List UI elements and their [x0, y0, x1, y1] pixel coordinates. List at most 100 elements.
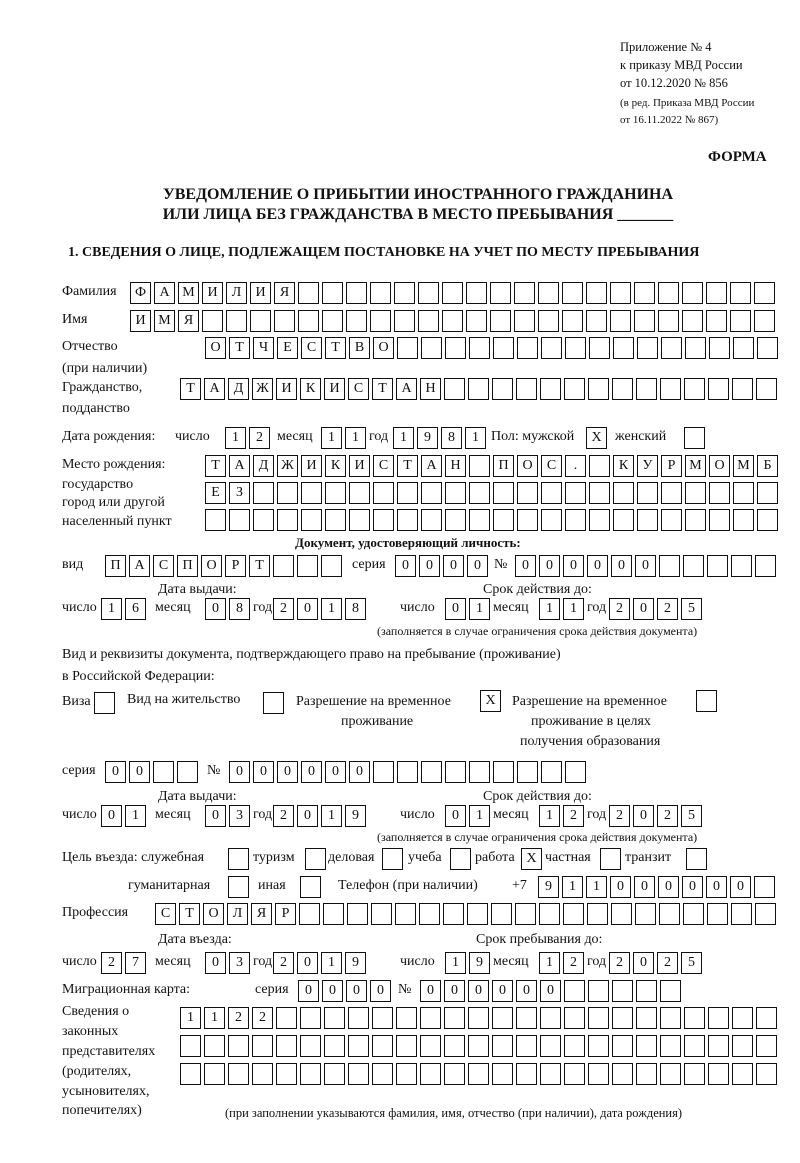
char-box[interactable]: Т	[397, 455, 418, 477]
char-box[interactable]	[684, 1007, 705, 1029]
char-box[interactable]: 0	[445, 805, 466, 827]
char-box[interactable]	[276, 1007, 297, 1029]
char-box[interactable]: 1	[465, 427, 486, 449]
char-box[interactable]: Т	[249, 555, 270, 577]
char-box[interactable]: 1	[345, 427, 366, 449]
char-box[interactable]	[731, 903, 752, 925]
char-box[interactable]: А	[204, 378, 225, 400]
char-box[interactable]: 5	[681, 598, 702, 620]
purpose-private-checkbox[interactable]	[600, 848, 624, 870]
char-box[interactable]	[636, 378, 657, 400]
char-box[interactable]	[708, 378, 729, 400]
char-box[interactable]	[397, 482, 418, 504]
char-box[interactable]	[396, 1007, 417, 1029]
char-box[interactable]	[420, 1035, 441, 1057]
char-box[interactable]: 1	[469, 598, 490, 620]
char-box[interactable]	[325, 509, 346, 531]
char-box[interactable]	[514, 282, 535, 304]
char-box[interactable]	[565, 761, 586, 783]
char-box[interactable]	[322, 282, 343, 304]
char-box[interactable]	[706, 310, 727, 332]
char-box[interactable]	[707, 555, 728, 577]
char-box[interactable]	[444, 1007, 465, 1029]
char-box[interactable]: 0	[253, 761, 274, 783]
char-box[interactable]: Р	[275, 903, 296, 925]
purpose-transit-checkbox[interactable]	[686, 848, 710, 870]
char-box[interactable]: 8	[441, 427, 462, 449]
char-box[interactable]: Р	[225, 555, 246, 577]
char-box[interactable]: 2	[252, 1007, 273, 1029]
char-box[interactable]	[346, 310, 367, 332]
char-box[interactable]: Т	[205, 455, 226, 477]
char-box[interactable]: 0	[634, 876, 655, 898]
char-box[interactable]	[205, 509, 226, 531]
char-box[interactable]	[445, 509, 466, 531]
char-box[interactable]	[444, 1035, 465, 1057]
representatives-boxes[interactable]	[180, 1063, 780, 1085]
char-box[interactable]	[540, 1007, 561, 1029]
char-box[interactable]	[564, 1007, 585, 1029]
char-box[interactable]: 0	[611, 555, 632, 577]
char-box[interactable]	[515, 903, 536, 925]
char-box[interactable]	[153, 761, 174, 783]
char-box[interactable]	[226, 310, 247, 332]
char-box[interactable]: 0	[516, 980, 537, 1002]
char-box[interactable]	[709, 509, 730, 531]
char-box[interactable]: 3	[229, 805, 250, 827]
char-box[interactable]: 8	[345, 598, 366, 620]
char-box[interactable]: 1	[180, 1007, 201, 1029]
char-box[interactable]	[660, 980, 681, 1002]
char-box[interactable]	[637, 509, 658, 531]
char-box[interactable]: А	[396, 378, 417, 400]
char-box[interactable]	[421, 337, 442, 359]
char-box[interactable]	[228, 876, 249, 898]
char-box[interactable]	[418, 310, 439, 332]
char-box[interactable]	[708, 1007, 729, 1029]
char-box[interactable]	[541, 761, 562, 783]
char-box[interactable]: О	[517, 455, 538, 477]
char-box[interactable]: Ж	[277, 455, 298, 477]
char-box[interactable]	[382, 848, 403, 870]
char-box[interactable]	[445, 761, 466, 783]
char-box[interactable]: 0	[322, 980, 343, 1002]
char-box[interactable]: А	[229, 455, 250, 477]
char-box[interactable]	[757, 482, 778, 504]
char-box[interactable]	[492, 1035, 513, 1057]
char-box[interactable]	[660, 1007, 681, 1029]
char-box[interactable]: 2	[273, 952, 294, 974]
char-box[interactable]	[298, 282, 319, 304]
char-box[interactable]: 2	[563, 805, 584, 827]
char-box[interactable]: 0	[297, 598, 318, 620]
char-box[interactable]: 1	[321, 952, 342, 974]
char-box[interactable]	[373, 761, 394, 783]
char-box[interactable]: Д	[253, 455, 274, 477]
char-box[interactable]	[468, 378, 489, 400]
char-box[interactable]: Т	[229, 337, 250, 359]
char-box[interactable]	[177, 761, 198, 783]
char-box[interactable]	[661, 337, 682, 359]
char-box[interactable]	[708, 1063, 729, 1085]
char-box[interactable]	[586, 310, 607, 332]
char-box[interactable]	[445, 482, 466, 504]
char-box[interactable]: 0	[419, 555, 440, 577]
char-box[interactable]: С	[153, 555, 174, 577]
char-box[interactable]	[229, 509, 250, 531]
char-box[interactable]	[450, 848, 471, 870]
birth-place-boxes[interactable]	[205, 509, 781, 531]
char-box[interactable]	[660, 378, 681, 400]
char-box[interactable]	[490, 310, 511, 332]
char-box[interactable]	[541, 482, 562, 504]
trp-checkbox[interactable]: X	[480, 690, 504, 712]
char-box[interactable]	[755, 555, 776, 577]
char-box[interactable]	[636, 1007, 657, 1029]
char-box[interactable]	[492, 378, 513, 400]
char-box[interactable]	[420, 1063, 441, 1085]
